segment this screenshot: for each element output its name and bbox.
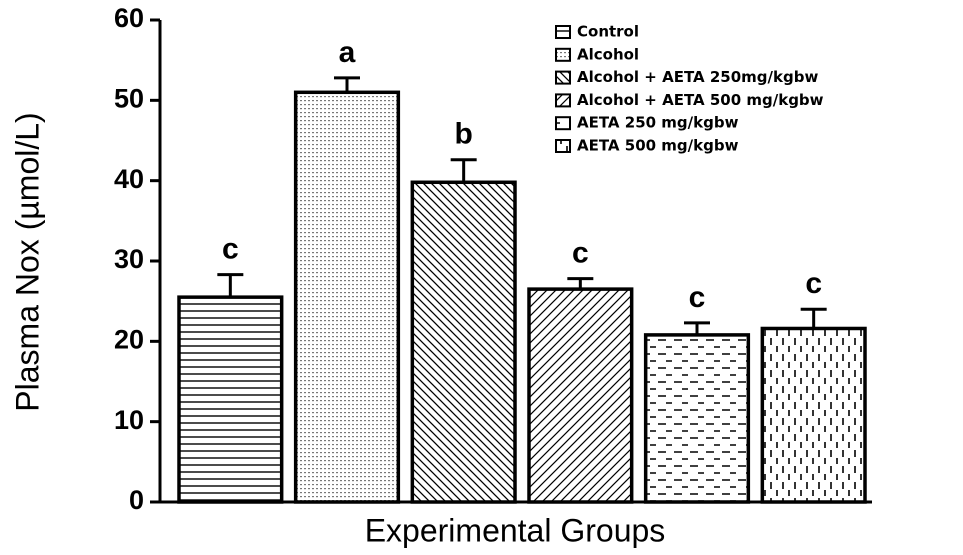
legend-label: AETA 500 mg/kgbw bbox=[577, 137, 739, 155]
significance-letter: c bbox=[805, 267, 822, 300]
y-tick-label: 10 bbox=[114, 405, 144, 435]
legend-swatch bbox=[555, 47, 571, 62]
bar bbox=[293, 90, 401, 504]
legend-swatch bbox=[555, 93, 571, 108]
significance-letter: b bbox=[455, 118, 473, 151]
y-tick-label: 0 bbox=[129, 485, 144, 515]
y-axis-title: Plasma Nox (µmol/L) bbox=[9, 112, 45, 411]
y-tick-label: 40 bbox=[114, 164, 144, 194]
legend-swatch bbox=[555, 25, 571, 39]
x-axis-title: Experimental Groups bbox=[365, 512, 666, 548]
y-tick-label: 20 bbox=[114, 324, 144, 354]
bar bbox=[760, 326, 867, 504]
bar bbox=[177, 295, 284, 504]
significance-letter: c bbox=[572, 237, 589, 270]
bar bbox=[527, 287, 634, 504]
bar bbox=[643, 333, 751, 504]
significance-letter: a bbox=[339, 36, 356, 69]
bar bbox=[410, 180, 517, 504]
significance-letter: c bbox=[689, 281, 706, 314]
y-tick-label: 50 bbox=[114, 83, 144, 113]
legend-label: Alcohol + AETA 250mg/kgbw bbox=[577, 68, 818, 86]
legend-swatch bbox=[555, 116, 571, 131]
legend-label: Alcohol bbox=[577, 45, 639, 63]
legend-label: Alcohol + AETA 500 mg/kgbw bbox=[577, 91, 824, 109]
y-tick-label: 30 bbox=[114, 244, 144, 274]
legend-swatch bbox=[555, 70, 571, 85]
legend-swatch bbox=[555, 139, 571, 153]
legend-label: Control bbox=[577, 23, 639, 41]
y-tick-label: 60 bbox=[114, 3, 144, 33]
significance-letter: c bbox=[222, 233, 239, 266]
legend-label: AETA 250 mg/kgbw bbox=[577, 114, 739, 132]
